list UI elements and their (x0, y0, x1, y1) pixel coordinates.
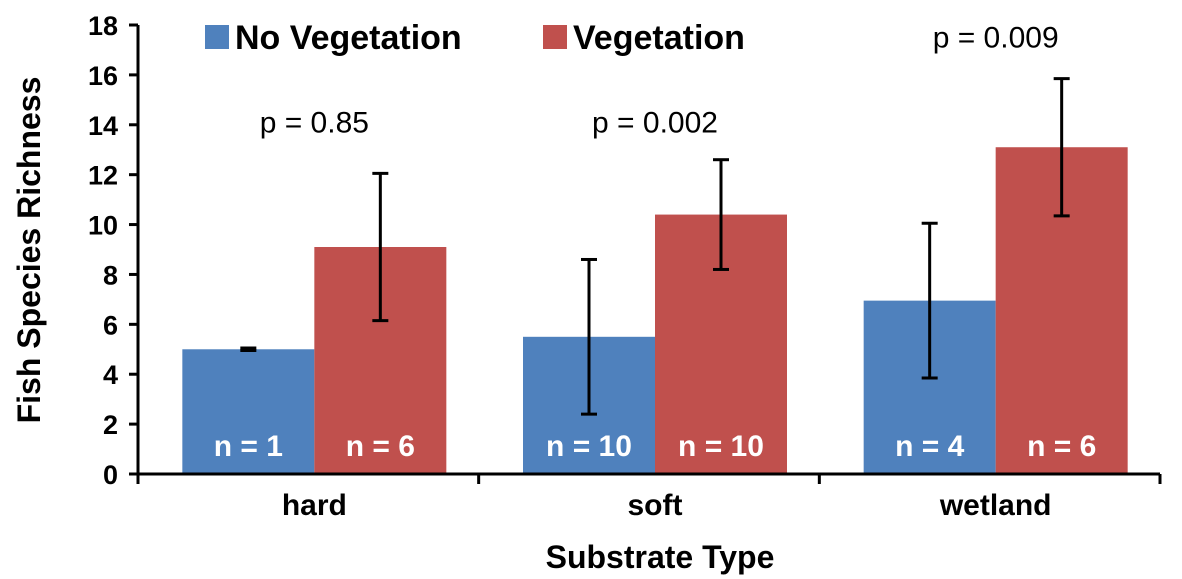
p-value-hard: p = 0.85 (260, 106, 369, 139)
n-label-hard-0: n = 1 (214, 430, 283, 463)
legend-swatch-1 (543, 25, 567, 49)
y-tick-label: 6 (103, 310, 118, 340)
y-tick-label: 16 (88, 61, 118, 91)
n-label-hard-1: n = 6 (346, 430, 415, 463)
y-tick-label: 18 (88, 11, 118, 41)
bar-hard-no-vegetation (182, 349, 315, 474)
x-tick-label: soft (628, 489, 683, 522)
x-axis-title: Substrate Type (546, 539, 775, 575)
n-labels-layer: n = 1 n = 6 n = 10 n = 10 n = 4 n = 6 (214, 430, 1097, 463)
n-label-soft-1: n = 10 (678, 430, 764, 463)
legend: No Vegetation Vegetation (205, 19, 745, 57)
y-tick-label: 12 (88, 161, 118, 191)
y-axis-title: Fish Species Richness (11, 77, 47, 424)
y-tick-label: 10 (88, 211, 118, 241)
n-label-soft-0: n = 10 (546, 430, 632, 463)
error-bars-layer (240, 77, 1070, 416)
n-label-wetland-1: n = 6 (1027, 430, 1096, 463)
y-tick-label: 14 (88, 111, 118, 141)
axes-layer: hard soft wetland 0 2 4 6 8 10 12 14 16 18 (88, 11, 1162, 522)
x-tick-label: wetland (939, 489, 1052, 522)
legend-label-1: Vegetation (573, 19, 745, 57)
legend-swatch-0 (205, 25, 229, 49)
n-label-wetland-0: n = 4 (895, 430, 965, 463)
legend-label-0: No Vegetation (235, 19, 462, 57)
y-tick-label: 8 (103, 260, 118, 290)
annotations-layer: p = 0.85 p = 0.002 p = 0.009 (260, 21, 1059, 139)
p-value-wetland: p = 0.009 (933, 21, 1059, 54)
bars-layer (182, 147, 1128, 475)
p-value-soft: p = 0.002 (592, 106, 718, 139)
y-tick-label: 2 (103, 410, 118, 440)
y-tick-label: 4 (103, 360, 118, 390)
y-tick-label: 0 (103, 460, 118, 490)
x-tick-label: hard (282, 489, 347, 522)
